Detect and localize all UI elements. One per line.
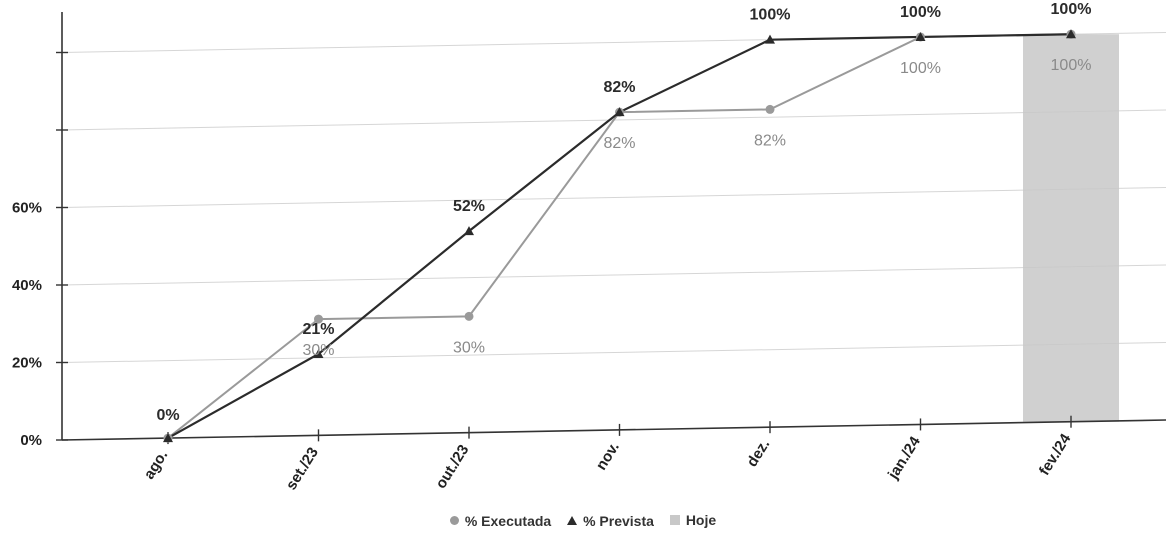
prevista-point: [1066, 29, 1076, 39]
prevista-point: [765, 34, 775, 44]
y-tick-label: 60%: [12, 200, 42, 217]
executada-data-label: 100%: [1051, 57, 1092, 74]
executada-data-label: 82%: [603, 135, 635, 152]
x-tick-label: dez.: [744, 436, 774, 470]
x-tick-label: nov.: [593, 439, 623, 473]
today-highlight: [1023, 34, 1119, 422]
x-tick-label: jan./24: [884, 433, 924, 483]
executada-point: [314, 314, 323, 324]
prevista-data-label: 0%: [156, 407, 179, 424]
legend-item-executada: % Executada: [449, 512, 552, 529]
x-tick-label: set./23: [283, 444, 322, 493]
x-tick-label: out./23: [432, 442, 472, 492]
square-swatch-icon: [669, 515, 680, 525]
axes: [56, 12, 1166, 445]
x-tick-label: fev./24: [1036, 430, 1075, 478]
x-tick-label: ago.: [141, 447, 172, 482]
prevista-data-label: 100%: [1051, 1, 1092, 18]
circle-marker-icon: [449, 516, 459, 525]
legend: % Executada % Prevista Hoje: [0, 512, 1166, 529]
gridline: [61, 342, 1166, 363]
tick-labels: 0% 20% 40% 60% ago. set./23 out./23 nov. dez. jan…: [12, 200, 1075, 494]
executada-data-label: 82%: [754, 132, 786, 149]
prevista-point: [163, 433, 173, 443]
executada-point: [765, 104, 775, 114]
prevista-data-label: 100%: [900, 4, 941, 21]
prevista-point: [464, 226, 474, 236]
legend-item-hoje: Hoje: [669, 512, 717, 528]
executada-data-label: 100%: [900, 60, 941, 77]
legend-label-executada: % Executada: [464, 512, 552, 529]
triangle-marker-icon: [567, 516, 578, 525]
executada-point: [464, 311, 474, 321]
y-tick-label: 20%: [12, 355, 42, 372]
y-tick-label: 40%: [12, 277, 42, 294]
series-markers: [163, 29, 1076, 443]
legend-label-prevista: % Prevista: [583, 512, 654, 529]
gridline: [61, 187, 1166, 208]
prevista-data-label: 100%: [750, 7, 791, 24]
legend-label-hoje: Hoje: [685, 512, 717, 528]
legend-item-prevista: % Prevista: [567, 513, 654, 529]
gridlines: [61, 32, 1166, 363]
executada-data-label: 30%: [453, 339, 485, 356]
prevista-data-label: 52%: [453, 198, 485, 215]
prevista-point: [915, 31, 926, 41]
prevista-data-label: 21%: [302, 321, 334, 338]
data-labels: 0% 21% 52% 82% 100% 100% 100% 30% 30% 82% 82% 100% 1…: [156, 1, 1091, 424]
prevista-point: [313, 348, 324, 358]
prevista-data-label: 82%: [603, 79, 635, 96]
gridline: [61, 264, 1166, 286]
y-tick-label: 0%: [20, 432, 42, 449]
x-axis: [61, 419, 1166, 441]
hoje-band: [1023, 34, 1119, 422]
prevista-point: [614, 107, 625, 117]
executada-data-label: 30%: [302, 342, 334, 359]
